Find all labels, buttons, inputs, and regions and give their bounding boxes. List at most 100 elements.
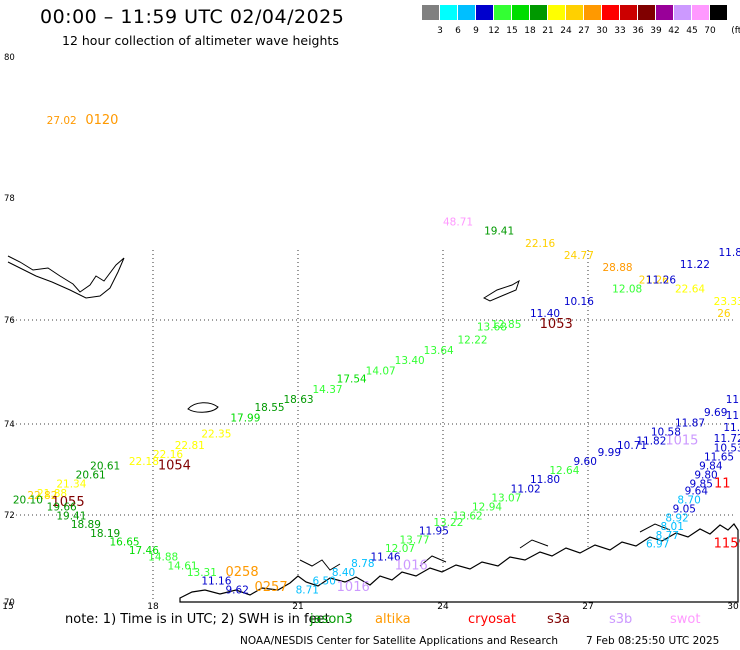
- scale-label: 12: [488, 26, 500, 36]
- kong-karl-land-coast: [482, 279, 520, 302]
- wave-height-value: 11.: [726, 410, 740, 422]
- wave-height-value: 8.71: [296, 584, 319, 596]
- scale-swatch: [638, 5, 655, 20]
- pass-time-label: 1015: [665, 433, 698, 448]
- wave-height-value: 22.35: [201, 429, 231, 441]
- wave-height-value: 18.55: [255, 402, 285, 414]
- wave-height-value: 23.33: [714, 296, 740, 308]
- scale-label: 9: [473, 26, 479, 36]
- scale-swatch: [548, 5, 565, 20]
- wave-height-value: 12.07: [385, 543, 415, 555]
- scale-swatch: [710, 5, 727, 20]
- pass-time-label: 1053: [540, 317, 573, 332]
- pass-time-label: 1159: [714, 537, 740, 552]
- wave-height-value: 17.54: [337, 373, 367, 385]
- scale-swatch: [602, 5, 619, 20]
- wave-height-value: 11.46: [371, 552, 401, 564]
- wave-height-value: 13.07: [491, 492, 521, 504]
- wave-height-value: 8.40: [332, 567, 355, 579]
- mission-legend-s3a: s3a: [547, 612, 571, 627]
- wave-height-value: 13.40: [395, 355, 425, 367]
- pass-time-label: 0257: [255, 580, 288, 595]
- wave-height-value: 10.53: [714, 442, 740, 454]
- mission-legend-jason3: jason3: [310, 612, 353, 627]
- latitude-label: 80: [4, 53, 15, 63]
- scale-label: 70: [704, 26, 716, 36]
- scale-swatch: [458, 5, 475, 20]
- wave-height-value: 12.85: [491, 319, 521, 331]
- wave-height-value: 14.88: [148, 552, 178, 564]
- wave-height-value: 9.60: [574, 456, 597, 468]
- latitude-labels: 80 78 76 74 72 70: [4, 53, 15, 608]
- scale-unit: (ft): [731, 26, 740, 36]
- norway-inner-detail: [299, 523, 671, 571]
- wave-height-value: 9.85: [690, 479, 713, 491]
- mission-legend-cryosat: cryosat: [468, 612, 516, 627]
- pass-time-label: 1016: [395, 558, 428, 573]
- latitude-label: 74: [4, 420, 15, 430]
- pass-time-label: 1055: [52, 495, 85, 510]
- pass-time-label: 0120: [85, 113, 118, 128]
- scale-swatch: [692, 5, 709, 20]
- wave-height-value: 22.64: [675, 284, 705, 296]
- scale-swatch: [674, 5, 691, 20]
- wave-height-value: 11.82: [636, 435, 666, 447]
- scale-label: 36: [632, 26, 644, 36]
- wave-height-value: 26: [717, 308, 731, 320]
- scale-label: 33: [614, 26, 626, 36]
- wave-height-value: 11.1: [723, 422, 740, 434]
- scale-label: 27: [578, 26, 590, 36]
- wave-height-value: 9.69: [704, 407, 727, 419]
- generation-timestamp: 7 Feb 08:25:50 UTC 2025: [586, 635, 720, 647]
- wave-height-value: 22.81: [175, 440, 205, 452]
- wave-height-value: 11.02: [511, 483, 541, 495]
- wave-height-value: 11.95: [419, 526, 449, 538]
- longitude-label: 15: [2, 602, 13, 612]
- scale-label: 30: [596, 26, 608, 36]
- wave-height-value: 9.84: [699, 461, 723, 473]
- bear-island-coast: [187, 402, 219, 413]
- wave-height-value: 22.82: [27, 490, 57, 502]
- wave-height-value: 8.70: [677, 495, 700, 507]
- scale-label: 45: [686, 26, 698, 36]
- longitude-label: 21: [292, 602, 303, 612]
- wave-height-value: 48.71: [443, 216, 473, 228]
- wave-height-observations: 27.02 012048.7119.4122.1624.7728.8821.261…: [13, 113, 740, 596]
- wave-height-value: 13.68: [477, 321, 507, 333]
- map-title: 00:00 – 11:59 UTC 02/04/2025: [40, 6, 345, 28]
- wave-height-value: 8.77: [656, 530, 679, 542]
- wave-height-value: 12.22: [458, 334, 488, 346]
- latitude-label: 70: [4, 598, 15, 608]
- grid-lines: [12, 250, 733, 602]
- wave-height-value: 11.87: [675, 417, 705, 429]
- wave-height-value: 20.61: [90, 461, 120, 473]
- wave-height-value: 12.94: [472, 501, 502, 513]
- scale-swatch: [440, 5, 457, 20]
- coastlines: [7, 255, 739, 603]
- wave-height-value: 8.01: [661, 521, 684, 533]
- mission-legend-altika: altika: [375, 612, 411, 627]
- wave-height-value: 8.92: [665, 513, 688, 525]
- wave-height-value: 14.61: [168, 560, 198, 572]
- wave-height-value: 11.72: [714, 433, 740, 445]
- scale-swatch: [494, 5, 511, 20]
- scale-swatch: [620, 5, 637, 20]
- wave-height-value: 19.41: [484, 226, 514, 238]
- scale-swatch: [422, 5, 439, 20]
- wave-height-value: 13.62: [453, 510, 483, 522]
- wave-height-value: 9.05: [673, 504, 696, 516]
- wave-height-value: 10.16: [564, 296, 594, 308]
- wave-height-value: 13.22: [433, 517, 463, 529]
- mission-legend-s3b: s3b: [609, 612, 633, 627]
- wave-height-value: 8.78: [351, 558, 374, 570]
- wave-height-value: 28.88: [603, 262, 633, 274]
- wave-height-value: 13.31: [187, 567, 217, 579]
- wave-height-value: 11.22: [680, 259, 710, 271]
- wave-height-value: 11.: [726, 394, 740, 406]
- wave-height-value: 21.88: [37, 488, 67, 500]
- wave-height-value: 11.40: [530, 308, 560, 320]
- wave-height-value: 9.62: [226, 584, 249, 596]
- scale-swatch: [584, 5, 601, 20]
- longitude-label: 27: [582, 602, 593, 612]
